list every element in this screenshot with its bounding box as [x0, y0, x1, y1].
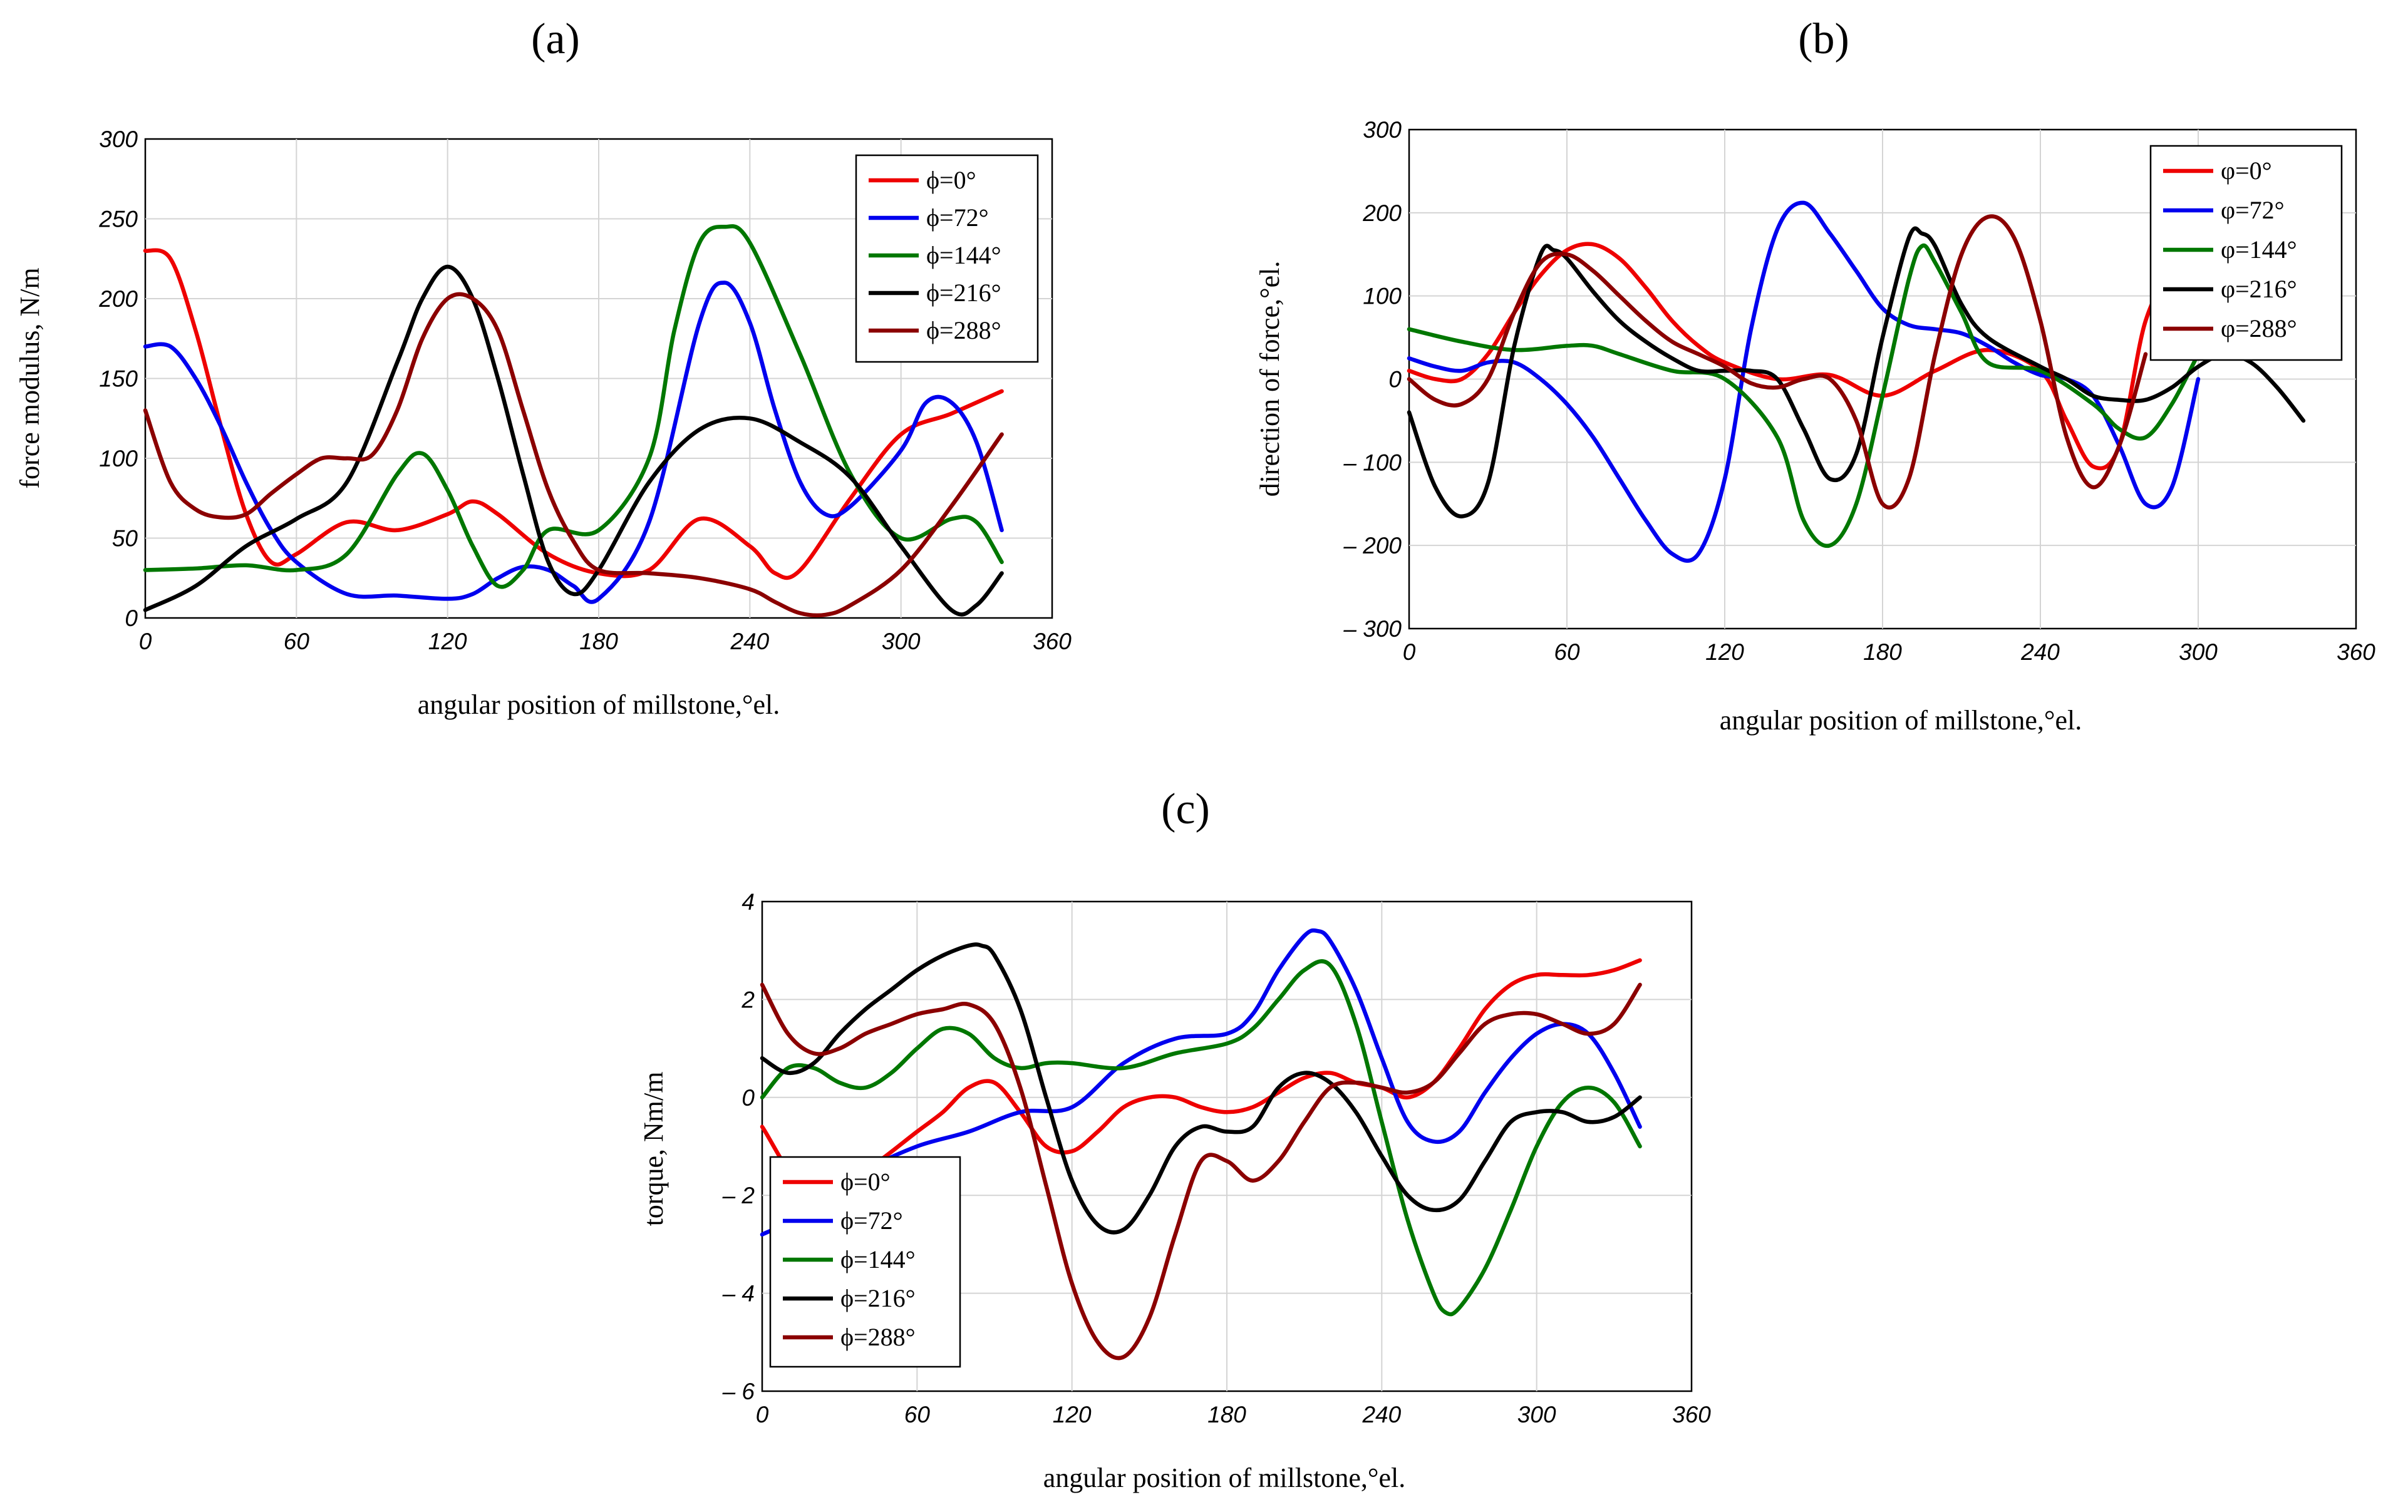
panel-a-y-axis-label: force modulus, N/m — [14, 267, 45, 488]
y-tick-label: 250 — [98, 207, 138, 232]
legend-label-phi0: ϕ=0° — [926, 166, 976, 194]
x-tick-label: 0 — [756, 1402, 769, 1427]
y-tick-label: – 300 — [1343, 616, 1402, 642]
panel-c-y-ticks: 4 2 0 – 2 – 4 – 6 — [722, 889, 755, 1404]
series-line-phi72 — [760, 928, 1642, 1237]
panel-a-chart: (a) 0 60 120 180 240 300 360 0 50 100 150 200 250 30… — [14, 15, 1072, 720]
legend-label-phi0: ϕ=0° — [840, 1168, 891, 1196]
legend-label-phi288: φ=288° — [2221, 314, 2297, 342]
legend-label-phi216: φ=216° — [2221, 275, 2297, 303]
x-tick-label: 240 — [730, 629, 769, 654]
y-tick-label: 300 — [1363, 117, 1402, 143]
panel-a-y-ticks: 0 50 100 150 200 250 300 — [98, 126, 138, 631]
legend-label-phi72: ϕ=72° — [926, 203, 989, 232]
x-tick-label: 360 — [2337, 639, 2375, 665]
x-tick-label: 360 — [1033, 629, 1072, 654]
x-tick-label: 120 — [428, 629, 467, 654]
series-line-phi72 — [1407, 200, 2201, 563]
legend-label-phi216: ϕ=216° — [926, 279, 1001, 307]
x-tick-label: 360 — [1672, 1402, 1711, 1427]
x-tick-label: 60 — [904, 1402, 931, 1427]
legend-box — [855, 154, 1039, 363]
panel-a-label: (a) — [531, 15, 580, 63]
panel-c-label: (c) — [1161, 785, 1210, 833]
legend-label-phi216: ϕ=216° — [840, 1284, 916, 1312]
legend-label-phi144: φ=144° — [2221, 235, 2297, 264]
legend-label-phi144: ϕ=144° — [840, 1245, 916, 1273]
y-tick-label: 200 — [1362, 200, 1402, 226]
x-tick-label: 0 — [139, 629, 152, 654]
panel-b-x-axis-label: angular position of millstone,°el. — [1720, 705, 2082, 736]
panel-c-x-axis-label: angular position of millstone,°el. — [1043, 1463, 1406, 1493]
series-line-phi288 — [1407, 214, 2148, 510]
x-tick-label: 240 — [2020, 639, 2060, 665]
y-tick-label: 0 — [1388, 367, 1402, 393]
y-tick-label: 100 — [1363, 284, 1402, 309]
series-line-phi144 — [143, 224, 1004, 589]
panel-c-legend: ϕ=0° ϕ=72° ϕ=144° ϕ=216° ϕ=288° — [769, 1156, 961, 1368]
x-tick-label: 300 — [1517, 1402, 1556, 1427]
legend-label-phi288: ϕ=288° — [926, 316, 1001, 344]
y-tick-label: 0 — [125, 605, 138, 631]
panel-a-x-ticks: 0 60 120 180 240 300 360 — [139, 629, 1072, 654]
y-tick-label: – 4 — [722, 1281, 755, 1307]
y-tick-label: 100 — [99, 446, 138, 471]
x-tick-label: 180 — [1207, 1402, 1246, 1427]
legend-label-phi288: ϕ=288° — [840, 1323, 916, 1351]
y-tick-label: 300 — [99, 126, 138, 152]
x-tick-label: 240 — [1362, 1402, 1401, 1427]
series-line-phi0 — [143, 248, 1004, 580]
x-tick-label: 60 — [284, 629, 310, 654]
series-line-phi0 — [1407, 242, 2253, 471]
panel-b-y-ticks: 300 200 100 0 – 100 – 200 – 300 — [1343, 117, 1402, 642]
panel-b-label: (b) — [1798, 15, 1849, 63]
panel-c-series — [760, 928, 1642, 1360]
panel-c-chart: (c) 0 60 120 180 240 300 360 4 2 0 – 2 – 4 – 6 angu… — [638, 785, 1711, 1493]
x-tick-label: 120 — [1705, 639, 1744, 665]
y-tick-label: 2 — [741, 987, 755, 1012]
x-tick-label: 180 — [1863, 639, 1902, 665]
legend-box — [2149, 145, 2343, 361]
x-tick-label: 0 — [1403, 639, 1416, 665]
y-tick-label: 200 — [98, 286, 138, 312]
y-tick-label: – 6 — [722, 1379, 755, 1404]
legend-label-phi72: ϕ=72° — [840, 1206, 903, 1235]
panel-c-x-ticks: 0 60 120 180 240 300 360 — [756, 1402, 1712, 1427]
y-tick-label: 50 — [112, 526, 138, 552]
x-tick-label: 180 — [579, 629, 618, 654]
panel-a-series — [143, 224, 1004, 618]
panel-b-legend: φ=0° φ=72° φ=144° φ=216° φ=288° — [2149, 145, 2343, 361]
y-tick-label: 150 — [99, 366, 138, 392]
series-line-phi216 — [143, 264, 1004, 617]
series-line-phi0 — [760, 958, 1642, 1204]
legend-label-phi0: φ=0° — [2221, 157, 2272, 185]
panel-a-x-axis-label: angular position of millstone,°el. — [418, 689, 780, 720]
panel-a-legend: ϕ=0° ϕ=72° ϕ=144° ϕ=216° ϕ=288° — [855, 154, 1039, 363]
x-tick-label: 120 — [1053, 1402, 1092, 1427]
panel-b-chart: (b) 0 60 120 180 240 300 360 300 200 100 0 – 100 – … — [1254, 15, 2375, 736]
y-tick-label: 0 — [742, 1085, 755, 1111]
y-tick-label: – 2 — [722, 1183, 755, 1208]
series-line-phi288 — [760, 982, 1642, 1360]
x-tick-label: 300 — [2179, 639, 2218, 665]
panel-b-y-axis-label: direction of force,°el. — [1254, 261, 1285, 497]
panel-b-x-ticks: 0 60 120 180 240 300 360 — [1403, 639, 2376, 665]
legend-box — [769, 1156, 961, 1368]
x-tick-label: 60 — [1554, 639, 1580, 665]
panel-b-series — [1407, 200, 2306, 563]
series-line-phi216 — [760, 942, 1642, 1235]
legend-label-phi72: φ=72° — [2221, 196, 2285, 224]
y-tick-label: – 200 — [1343, 533, 1402, 558]
series-line-phi144 — [760, 959, 1642, 1317]
y-tick-label: – 100 — [1343, 450, 1402, 475]
series-line-phi72 — [143, 280, 1004, 604]
series-line-phi144 — [1407, 243, 2201, 548]
series-line-phi288 — [143, 292, 1004, 618]
y-tick-label: 4 — [742, 889, 755, 915]
panel-c-y-axis-label: torque, Nm/m — [638, 1072, 669, 1227]
legend-label-phi144: ϕ=144° — [926, 241, 1001, 269]
x-tick-label: 300 — [882, 629, 921, 654]
